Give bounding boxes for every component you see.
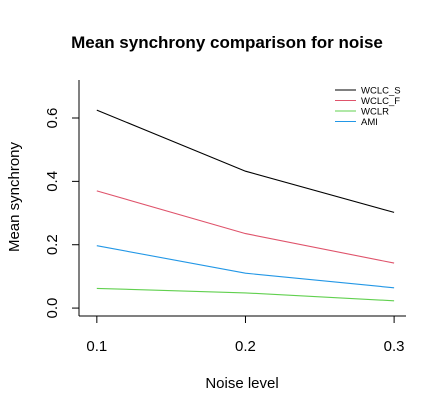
y-axis-label: Mean synchrony — [6, 141, 23, 252]
x-tick-label: 0.2 — [235, 338, 256, 355]
y-tick-label: 0.6 — [44, 108, 61, 129]
y-tick-label: 0.2 — [44, 234, 61, 255]
y-axis: 0.0 0.2 0.4 0.6 — [44, 108, 79, 319]
legend-box — [327, 80, 406, 153]
legend-label: WCLC_F — [361, 96, 400, 107]
y-tick-label: 0.0 — [44, 298, 61, 319]
legend-label: WCLR — [361, 106, 389, 117]
series-line-wclc-f — [96, 190, 395, 264]
legend-label: AMI — [361, 117, 378, 128]
plot-frame — [78, 80, 406, 317]
x-tick-label: 0.3 — [384, 338, 405, 355]
x-tick-label: 0.1 — [86, 338, 107, 355]
legend-label: WCLC_S — [361, 85, 401, 96]
series-line-wclr — [96, 287, 395, 302]
chart-title: Mean synchrony comparison for noise — [71, 33, 383, 52]
x-axis: 0.1 0.2 0.3 — [86, 316, 405, 355]
series-line-wclc-s — [96, 109, 395, 213]
y-tick-label: 0.4 — [44, 171, 61, 192]
x-axis-label: Noise level — [205, 375, 278, 392]
series-line-ami — [96, 245, 395, 289]
series-group — [96, 109, 395, 302]
